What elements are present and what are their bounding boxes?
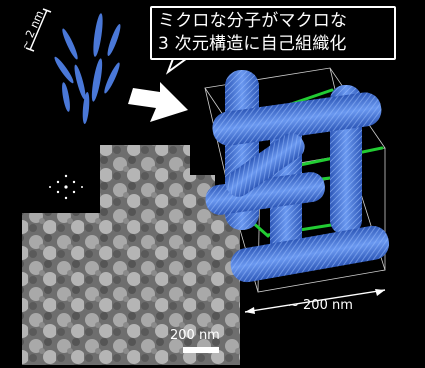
diffraction-pattern xyxy=(49,174,83,200)
callout-line-2: 3 次元構造に自己組織化 xyxy=(158,34,347,54)
scale-bar-label: 200 nm xyxy=(170,328,220,343)
molecule-size-bar xyxy=(25,8,52,52)
molecules xyxy=(54,13,121,124)
tem-micrograph xyxy=(22,145,240,365)
blue-rods xyxy=(205,70,390,283)
callout-line-1: ミクロな分子がマクロな xyxy=(158,11,348,31)
transformation-arrow xyxy=(128,82,188,122)
callout-box: ミクロな分子がマクロな 3 次元構造に自己組織化 xyxy=(150,6,396,60)
scale-bar xyxy=(183,347,219,353)
structure-size-label: ~ 200 nm xyxy=(288,298,353,313)
structure-size-arrow xyxy=(244,289,386,314)
